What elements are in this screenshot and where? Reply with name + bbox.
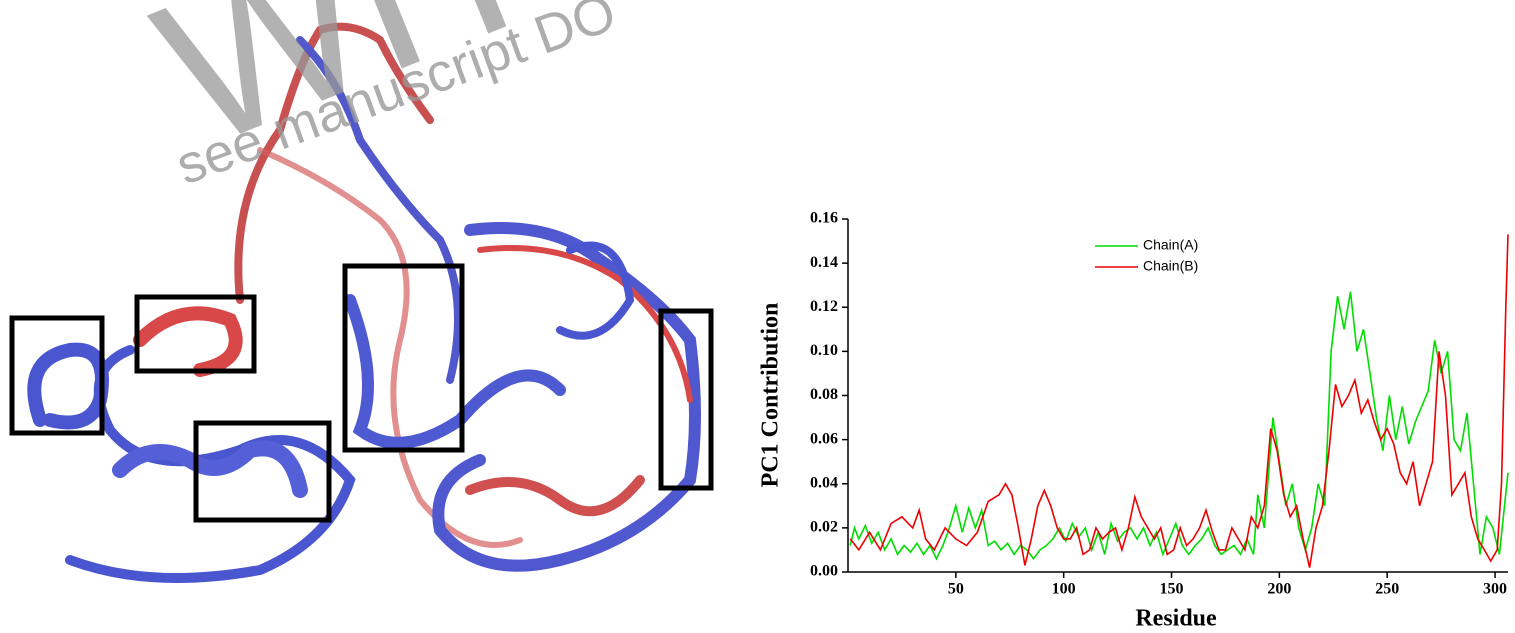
x-tick-label: 100 [1052, 581, 1076, 598]
highlight-boxes [9, 263, 714, 523]
highlight-box [9, 315, 105, 436]
ribbon [465, 475, 645, 517]
highlight-box [658, 308, 714, 491]
y-tick-label: 0.14 [810, 254, 838, 271]
x-axis-label: Residue [1135, 606, 1217, 632]
x-tick-label: 50 [948, 581, 964, 598]
x-tick-label: 300 [1483, 581, 1507, 598]
ribbon [133, 306, 243, 377]
y-tick-label: 0.00 [810, 563, 838, 580]
highlight-box [134, 294, 257, 374]
ribbon [65, 345, 356, 583]
x-tick-label: 200 [1267, 581, 1291, 598]
ribbon [477, 245, 693, 403]
y-axis-label: PC1 Contribution [758, 303, 784, 488]
x-tick-label: 250 [1375, 581, 1399, 598]
ribbon [257, 147, 523, 548]
y-tick-label: 0.08 [810, 386, 838, 403]
ribbon [556, 241, 635, 340]
ribbon [112, 440, 308, 498]
legend-label: Chain(A) [1143, 237, 1198, 253]
highlight-box [193, 420, 332, 523]
line-chart: Residue PC1 Contribution 0.00 0.02 0.04 0.0… [758, 210, 1509, 632]
ribbon [296, 36, 462, 384]
y-tick-label: 0.02 [810, 519, 838, 536]
series-line [849, 234, 1509, 568]
protein-structure [27, 22, 701, 583]
ribbon [27, 342, 109, 430]
y-tick-label: 0.16 [810, 210, 838, 227]
ribbon [344, 294, 566, 449]
ribbon [432, 222, 701, 572]
y-tick-label: 0.10 [810, 342, 838, 359]
highlight-box [342, 263, 465, 453]
ribbon [234, 22, 434, 304]
legend-label: Chain(B) [1143, 258, 1198, 274]
x-tick-label: 150 [1160, 581, 1184, 598]
series-line [849, 291, 1509, 561]
y-tick-label: 0.12 [810, 298, 838, 315]
y-tick-label: 0.06 [810, 430, 838, 447]
y-tick-label: 0.04 [810, 474, 838, 491]
